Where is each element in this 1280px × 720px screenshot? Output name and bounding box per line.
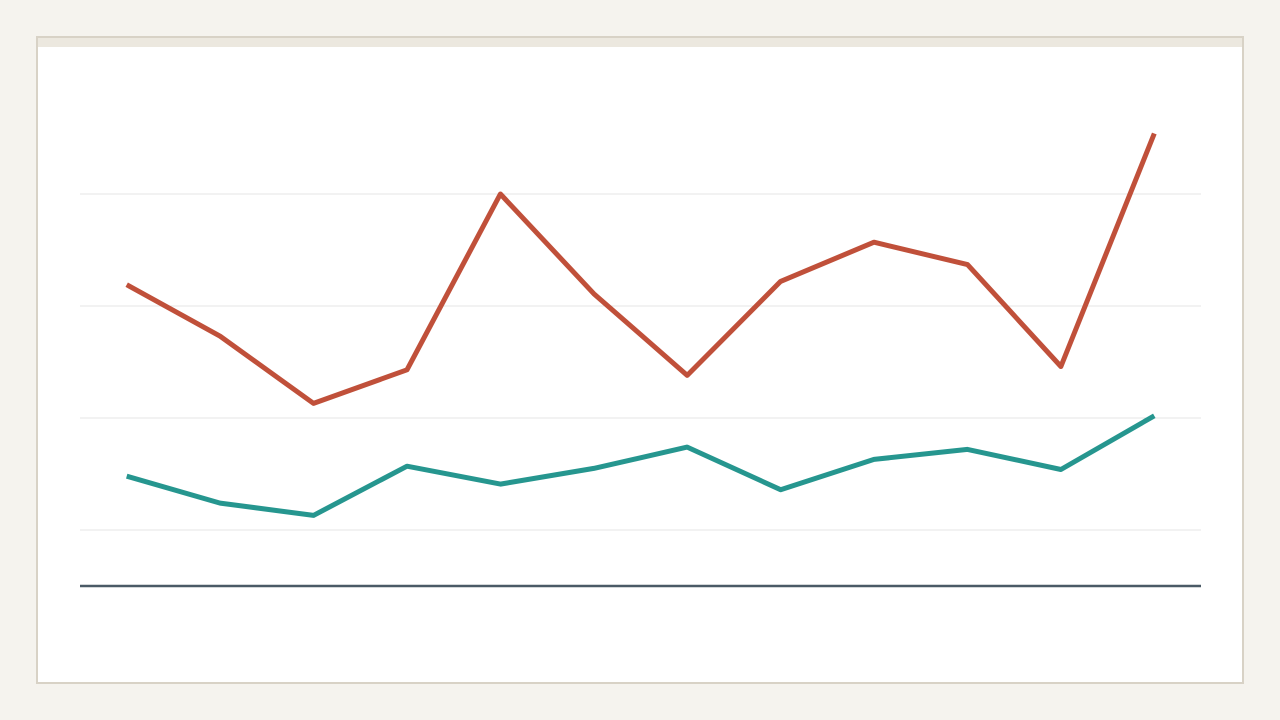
card-header-strip [38,38,1242,47]
series-line [126,413,1156,518]
series-line [125,132,1157,406]
chart-card [36,36,1244,684]
